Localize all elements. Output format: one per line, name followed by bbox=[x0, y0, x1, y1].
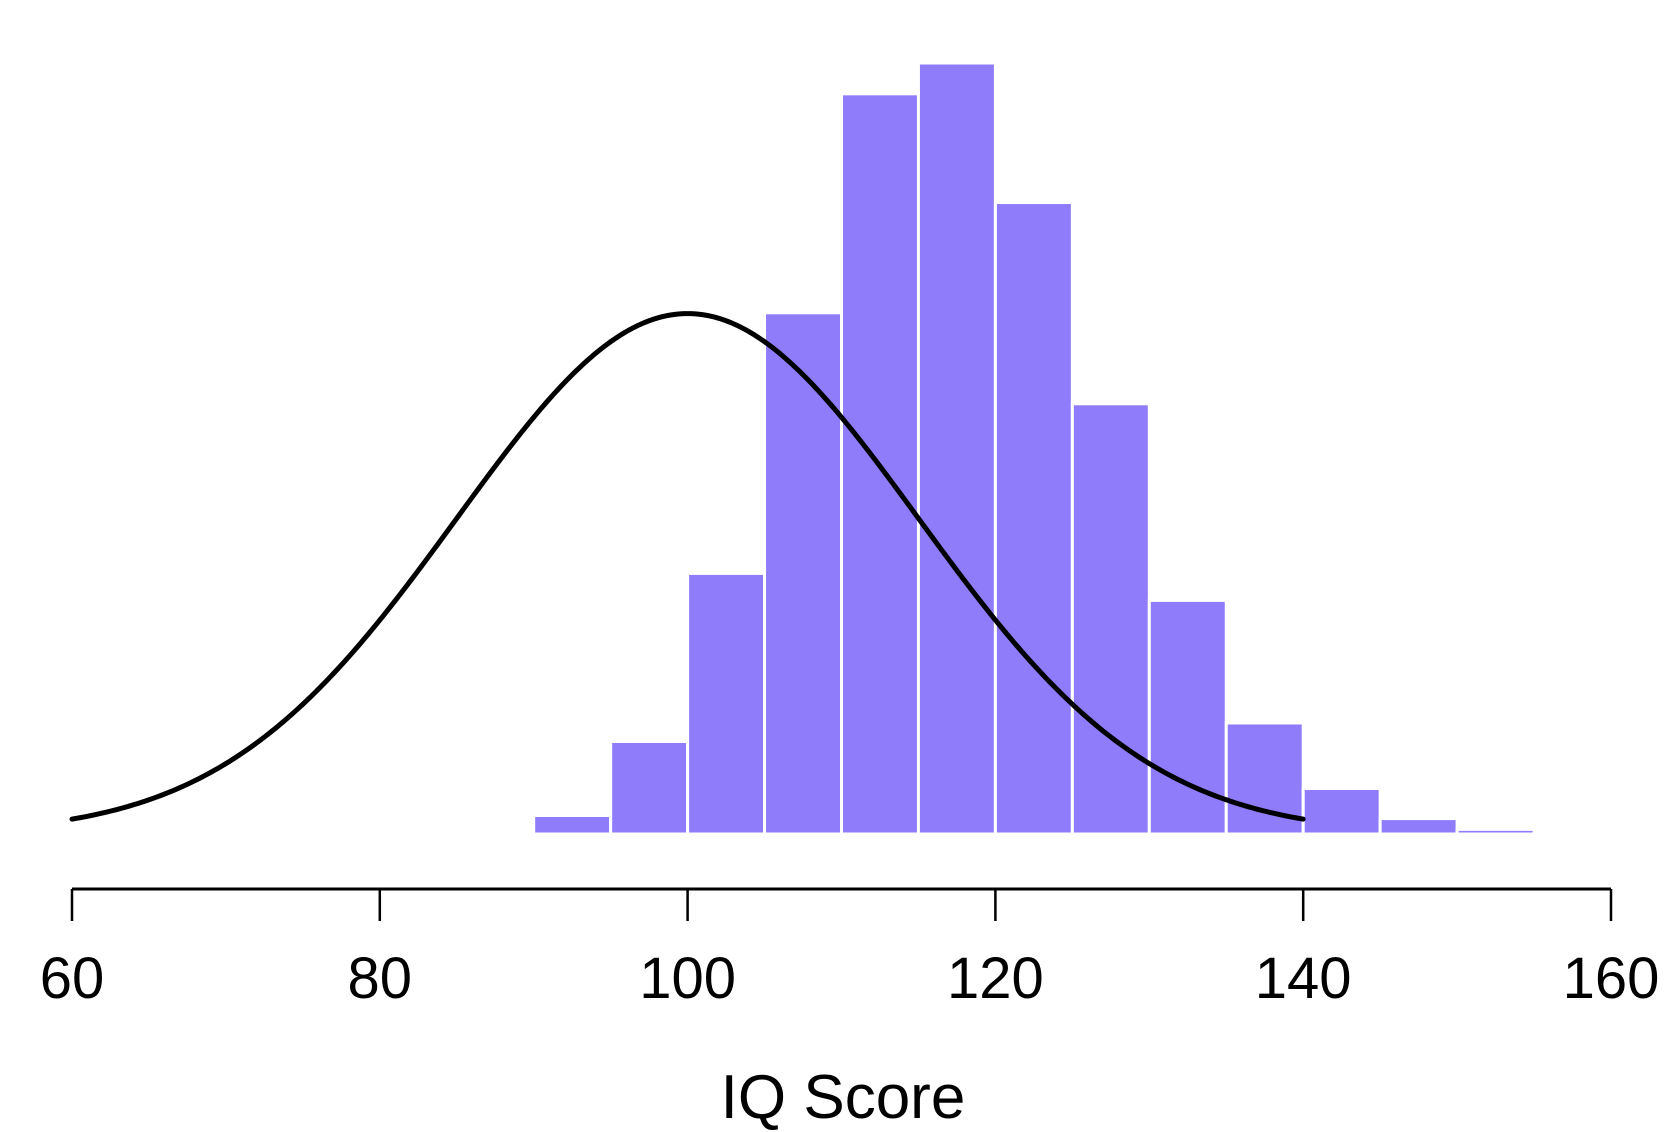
histogram-bar bbox=[1070, 402, 1151, 836]
x-axis-title: IQ Score bbox=[721, 1063, 966, 1132]
x-tick-label: 80 bbox=[348, 946, 413, 1011]
histogram-bar bbox=[1378, 817, 1459, 836]
histogram-bar bbox=[916, 61, 997, 836]
histogram-bar bbox=[1147, 598, 1228, 836]
histogram-bar bbox=[686, 571, 767, 836]
histogram-bar bbox=[993, 201, 1074, 836]
histogram-bar bbox=[763, 311, 843, 836]
histogram-bars bbox=[455, 61, 1536, 836]
x-tick-label: 100 bbox=[639, 946, 736, 1011]
histogram-bar bbox=[1301, 787, 1382, 836]
histogram-bar bbox=[532, 813, 613, 836]
x-tick-label: 120 bbox=[947, 946, 1044, 1011]
x-tick-label: 140 bbox=[1255, 946, 1352, 1011]
histogram-bar bbox=[609, 739, 690, 836]
histogram-bar bbox=[1455, 827, 1536, 836]
x-tick-labels: 60 80 100 120 140 160 bbox=[40, 946, 1660, 1011]
normal-curve bbox=[69, 311, 1306, 822]
histogram-bar bbox=[455, 831, 536, 836]
x-tick-label: 60 bbox=[40, 946, 105, 1011]
x-tick-label: 160 bbox=[1563, 946, 1660, 1011]
x-axis bbox=[70, 887, 1613, 921]
